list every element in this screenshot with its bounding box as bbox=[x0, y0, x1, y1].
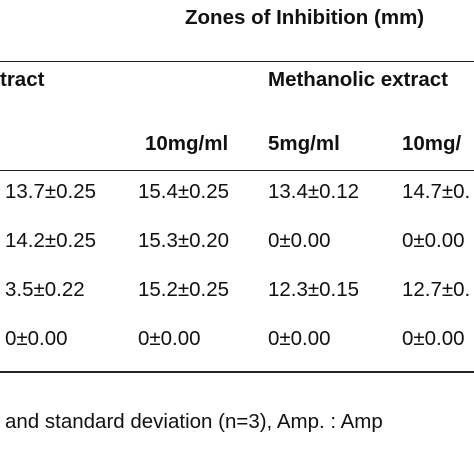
table-cell: 14.2±0.25 bbox=[5, 229, 97, 252]
table-cell: 0±0.00 bbox=[5, 327, 68, 350]
table-cell: 0±0.00 bbox=[402, 229, 465, 252]
table-cell: 0±0.00 bbox=[138, 327, 201, 350]
table-cell: 14.7±0. bbox=[402, 180, 471, 203]
bottom-rule bbox=[0, 371, 474, 373]
table-cell: 12.7±0. bbox=[402, 278, 471, 301]
table-cell: 0±0.00 bbox=[402, 327, 465, 350]
title-rule bbox=[0, 61, 474, 62]
table-cell: 13.7±0.25 bbox=[5, 180, 97, 203]
sub-header-10mg: 10mg/ml bbox=[145, 132, 229, 155]
table-footnote: and standard deviation (n=3), Amp. : Amp bbox=[5, 410, 383, 433]
table-cell: 15.4±0.25 bbox=[138, 180, 230, 203]
table-cell: 15.3±0.20 bbox=[138, 229, 230, 252]
table-cell: 15.2±0.25 bbox=[138, 278, 230, 301]
table-title: Zones of Inhibition (mm) bbox=[185, 6, 425, 29]
table-cell: 3.5±0.22 bbox=[5, 278, 85, 301]
group-header-extract: tract bbox=[0, 68, 45, 91]
group-header-methanolic: Methanolic extract bbox=[268, 68, 448, 91]
sub-header-5mg-methanolic: 5mg/ml bbox=[268, 132, 340, 155]
table-cell: 13.4±0.12 bbox=[268, 180, 360, 203]
sub-header-10mg-methanolic: 10mg/ bbox=[402, 132, 462, 155]
table-cell: 0±0.00 bbox=[268, 327, 331, 350]
table-cell: 12.3±0.15 bbox=[268, 278, 360, 301]
table-cell: 0±0.00 bbox=[268, 229, 331, 252]
header-rule bbox=[0, 170, 474, 171]
